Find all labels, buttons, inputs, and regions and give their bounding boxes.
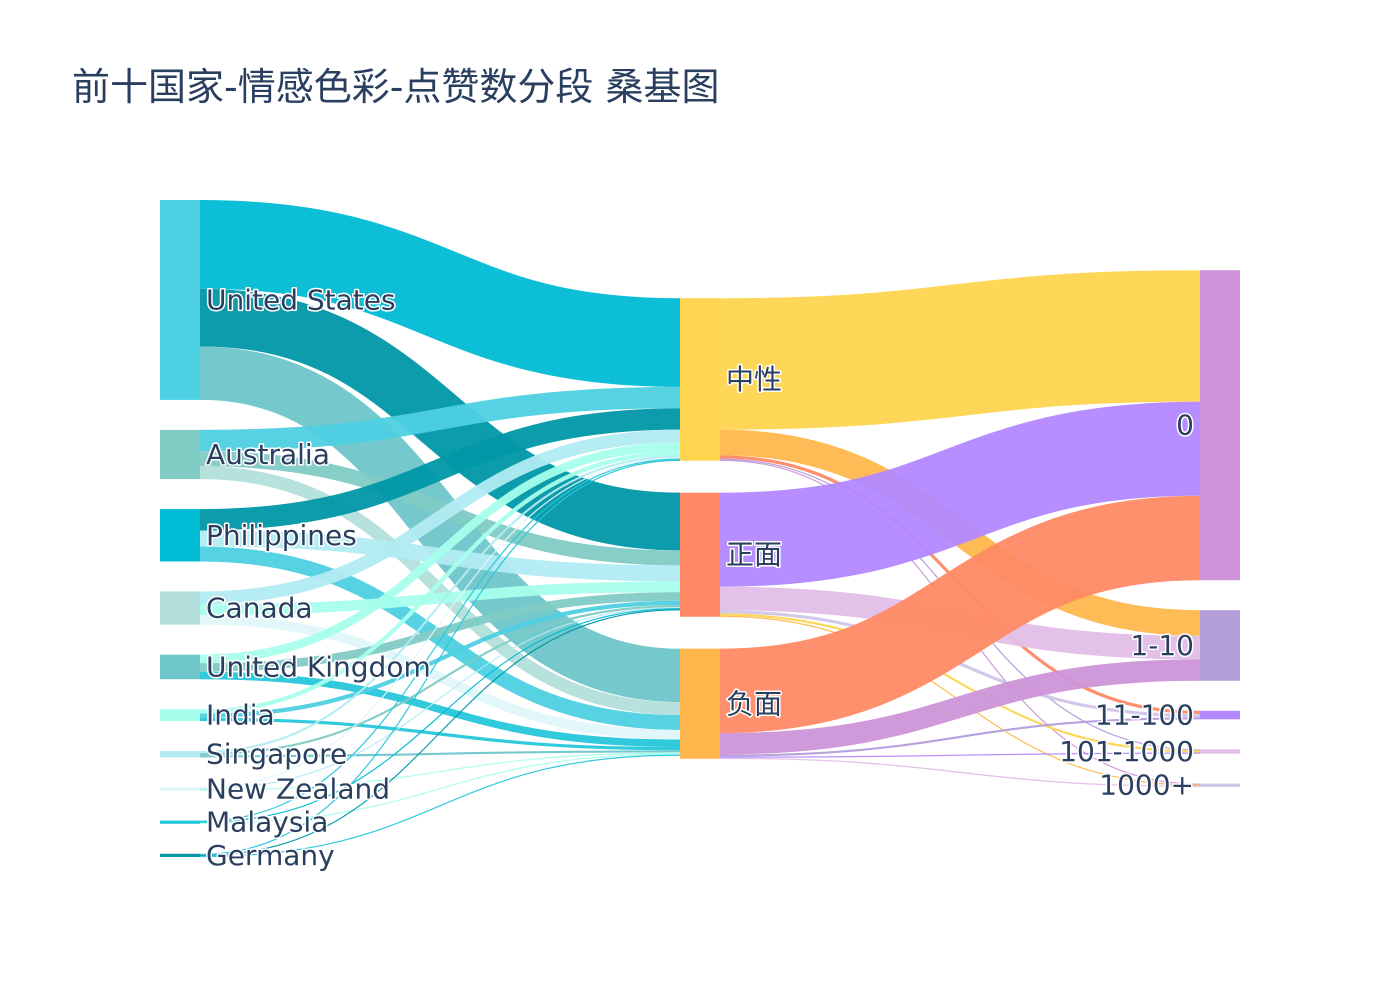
- node-us[interactable]: [160, 200, 200, 400]
- link-ph-to-neu[interactable]: [199, 408, 681, 531]
- link-neg-to-l0[interactable]: [719, 495, 1201, 734]
- link-de-to-neu[interactable]: [199, 459, 681, 855]
- link-au-to-pos[interactable]: [199, 451, 681, 566]
- node-nz[interactable]: [160, 787, 200, 791]
- link-neg-to-l1000[interactable]: [719, 757, 1201, 787]
- link-au-to-neu[interactable]: [199, 386, 681, 452]
- link-uk-to-neg[interactable]: [199, 671, 681, 748]
- nodes-layer: [160, 200, 1240, 857]
- node-label-de: Germany: [206, 839, 335, 872]
- node-label-l1000: 1000+: [1099, 769, 1194, 802]
- chart-title: 前十国家-情感色彩-点赞数分段 桑基图: [72, 65, 720, 109]
- link-us-to-neu[interactable]: [199, 200, 681, 387]
- link-pos-to-l101[interactable]: [719, 613, 1201, 753]
- link-in-to-pos[interactable]: [199, 600, 681, 718]
- node-in[interactable]: [160, 709, 200, 721]
- node-l11[interactable]: [1200, 710, 1240, 720]
- node-label-l1: 1-10: [1130, 629, 1194, 662]
- labels-layer: United States Australia Philippines Canada U…: [205, 282, 1196, 873]
- node-label-my: Malaysia: [206, 806, 328, 839]
- link-my-to-neg[interactable]: [199, 753, 681, 824]
- node-label-neu: 中性: [726, 363, 782, 396]
- link-neu-to-l0[interactable]: [719, 270, 1201, 430]
- link-uk-to-neu[interactable]: [199, 442, 681, 664]
- node-neu[interactable]: [680, 298, 720, 461]
- node-label-au: Australia: [206, 438, 330, 471]
- node-label-ca: Canada: [206, 592, 313, 625]
- node-uk[interactable]: [160, 654, 200, 680]
- link-de-to-neg[interactable]: [199, 754, 681, 858]
- link-neg-to-l11[interactable]: [719, 717, 1201, 757]
- link-neg-to-l1[interactable]: [719, 659, 1201, 755]
- link-in-to-neu[interactable]: [199, 451, 681, 714]
- node-label-nz: New Zealand: [206, 772, 390, 805]
- link-de-to-pos[interactable]: [199, 609, 681, 857]
- link-uk-to-pos[interactable]: [199, 592, 681, 672]
- node-pos[interactable]: [680, 492, 720, 617]
- node-label-l0: 0: [1176, 409, 1194, 442]
- link-pos-to-l0[interactable]: [719, 401, 1201, 587]
- node-ph[interactable]: [160, 509, 200, 562]
- links-layer: [199, 200, 1201, 858]
- link-my-to-pos[interactable]: [199, 608, 681, 823]
- node-au[interactable]: [160, 429, 200, 480]
- node-l101[interactable]: [1200, 749, 1240, 754]
- node-ca[interactable]: [160, 591, 200, 625]
- node-l1000[interactable]: [1200, 783, 1240, 787]
- link-ph-to-neg[interactable]: [199, 546, 681, 730]
- node-label-ph: Philippines: [206, 519, 357, 552]
- link-nz-to-neg[interactable]: [199, 752, 681, 791]
- link-ca-to-neg[interactable]: [199, 614, 681, 740]
- link-neg-to-l101[interactable]: [719, 752, 1201, 758]
- node-label-uk: United Kingdom: [206, 650, 431, 683]
- link-nz-to-pos[interactable]: [199, 607, 681, 790]
- link-sg-to-neg[interactable]: [199, 750, 681, 758]
- link-ca-to-neu[interactable]: [199, 429, 681, 605]
- link-au-to-neg[interactable]: [199, 466, 681, 715]
- link-in-to-neg[interactable]: [199, 717, 681, 751]
- node-label-neg: 负面: [726, 687, 782, 720]
- link-my-to-neu[interactable]: [199, 458, 681, 822]
- node-label-l101: 101-1000: [1059, 735, 1194, 768]
- node-neg[interactable]: [680, 648, 720, 759]
- node-label-sg: Singapore: [206, 738, 347, 771]
- link-sg-to-pos[interactable]: [199, 604, 681, 756]
- node-label-pos: 正面: [726, 538, 782, 571]
- node-de[interactable]: [160, 853, 200, 857]
- node-my[interactable]: [160, 820, 200, 824]
- node-l0[interactable]: [1200, 270, 1240, 581]
- link-sg-to-neu[interactable]: [199, 455, 681, 754]
- node-sg[interactable]: [160, 750, 200, 758]
- link-ca-to-pos[interactable]: [199, 581, 681, 615]
- node-label-l11: 11-100: [1095, 699, 1194, 732]
- node-label-us: United States: [206, 283, 396, 316]
- node-l1[interactable]: [1200, 610, 1240, 681]
- node-label-in: India: [206, 699, 275, 732]
- link-nz-to-neu[interactable]: [199, 457, 681, 789]
